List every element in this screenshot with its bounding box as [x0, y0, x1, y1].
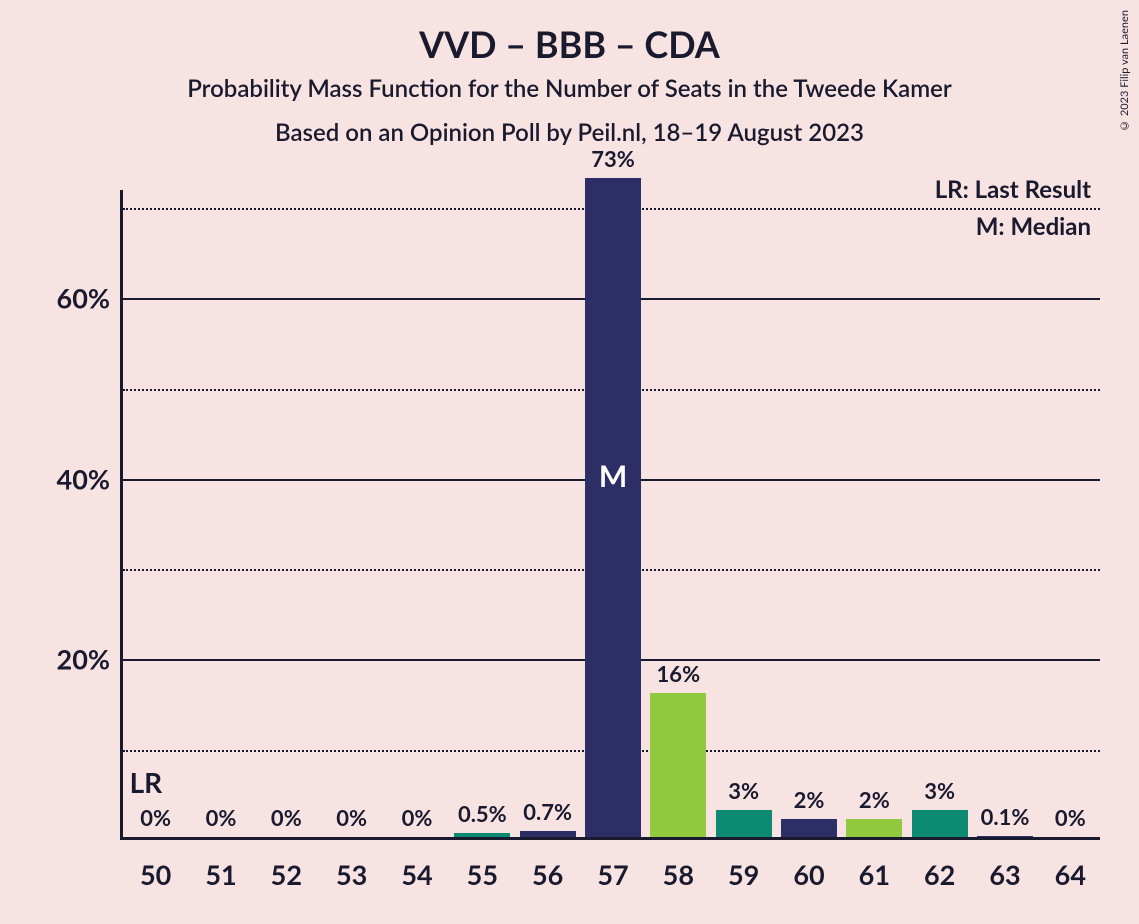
xtick-label: 60 — [793, 858, 824, 891]
bar — [716, 810, 772, 837]
lr-marker: LR — [130, 765, 163, 799]
chart-container: VVD – BBB – CDA Probability Mass Functio… — [0, 0, 1139, 924]
copyright-text: © 2023 Filip van Laenen — [1118, 10, 1131, 132]
bar-value-label: 2% — [859, 786, 890, 813]
bar — [781, 819, 837, 837]
bar — [846, 819, 902, 837]
bar-value-label: 0% — [271, 804, 302, 831]
bar-value-label: 0.5% — [458, 800, 507, 827]
xtick-label: 52 — [271, 858, 302, 891]
xtick-label: 50 — [140, 858, 171, 891]
plot-area: 20%40%60%0%50LR0%510%520%530%540.5%550.7… — [120, 190, 1100, 840]
xtick-label: 58 — [663, 858, 694, 891]
xtick-label: 64 — [1055, 858, 1086, 891]
xtick-label: 57 — [597, 858, 628, 891]
xtick-label: 55 — [467, 858, 498, 891]
xtick-label: 59 — [728, 858, 759, 891]
xtick-label: 61 — [859, 858, 890, 891]
bar — [585, 178, 641, 837]
xtick-label: 51 — [205, 858, 236, 891]
bar-value-label: 3% — [924, 777, 955, 804]
median-marker: M — [599, 458, 627, 494]
bar-value-label: 3% — [728, 777, 759, 804]
bar-value-label: 2% — [794, 786, 825, 813]
chart-title: VVD – BBB – CDA — [0, 22, 1139, 66]
bar-value-label: 0% — [1055, 804, 1086, 831]
bar-value-label: 0.1% — [981, 803, 1030, 830]
ytick-label: 40% — [10, 462, 110, 495]
bar — [977, 836, 1033, 837]
xtick-label: 54 — [401, 858, 432, 891]
bar-value-label: 0% — [402, 804, 433, 831]
bar — [520, 831, 576, 837]
bar-value-label: 73% — [591, 145, 635, 172]
bar-value-label: 0.7% — [523, 798, 572, 825]
bar-value-label: 0% — [336, 804, 367, 831]
chart-subtitle-1: Probability Mass Function for the Number… — [0, 74, 1139, 103]
bar — [454, 833, 510, 838]
ytick-label: 20% — [10, 643, 110, 676]
bar — [912, 810, 968, 837]
xtick-label: 62 — [924, 858, 955, 891]
xtick-label: 56 — [532, 858, 563, 891]
xtick-label: 63 — [989, 858, 1020, 891]
bar-value-label: 0% — [206, 804, 237, 831]
bar-value-label: 0% — [140, 804, 171, 831]
bar — [650, 693, 706, 837]
bar-value-label: 16% — [657, 660, 701, 687]
xtick-label: 53 — [336, 858, 367, 891]
ytick-label: 60% — [10, 282, 110, 315]
chart-subtitle-2: Based on an Opinion Poll by Peil.nl, 18–… — [0, 118, 1139, 147]
